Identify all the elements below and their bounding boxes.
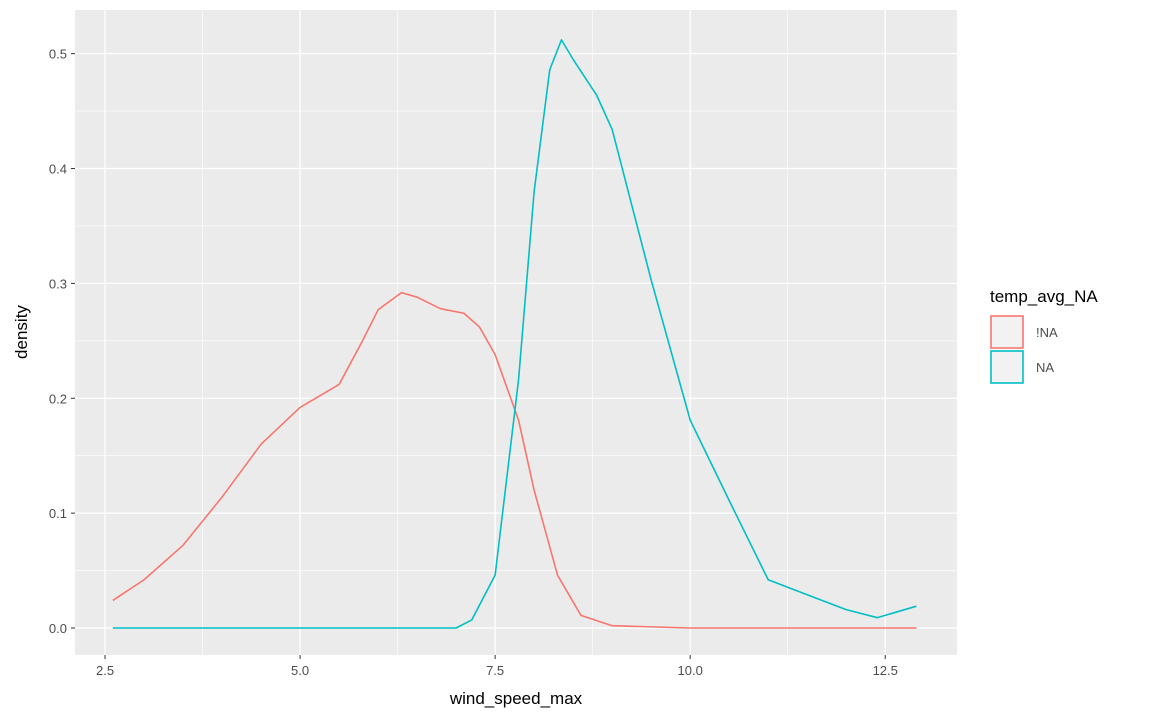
- legend-title: temp_avg_NA: [990, 287, 1098, 306]
- x-tick-label: 7.5: [486, 663, 504, 678]
- y-tick-label: 0.0: [49, 621, 67, 636]
- y-tick-label: 0.3: [49, 276, 67, 291]
- y-tick-label: 0.2: [49, 391, 67, 406]
- x-tick-label: 10.0: [678, 663, 703, 678]
- x-tick-label: 12.5: [873, 663, 898, 678]
- legend-label: !NA: [1036, 325, 1058, 340]
- legend-key: [990, 350, 1024, 384]
- density-line: [112, 291, 917, 629]
- x-tick-label: 2.5: [96, 663, 114, 678]
- y-axis-title: density: [12, 305, 31, 359]
- density-line: [112, 39, 917, 629]
- legend-label: NA: [1036, 360, 1054, 375]
- legend-key: [990, 315, 1024, 349]
- y-tick-label: 0.1: [49, 506, 67, 521]
- x-axis-title: wind_speed_max: [449, 689, 583, 708]
- panel: [75, 10, 957, 655]
- x-tick-label: 5.0: [291, 663, 309, 678]
- y-tick-label: 0.5: [49, 47, 67, 62]
- y-tick-label: 0.4: [49, 162, 67, 177]
